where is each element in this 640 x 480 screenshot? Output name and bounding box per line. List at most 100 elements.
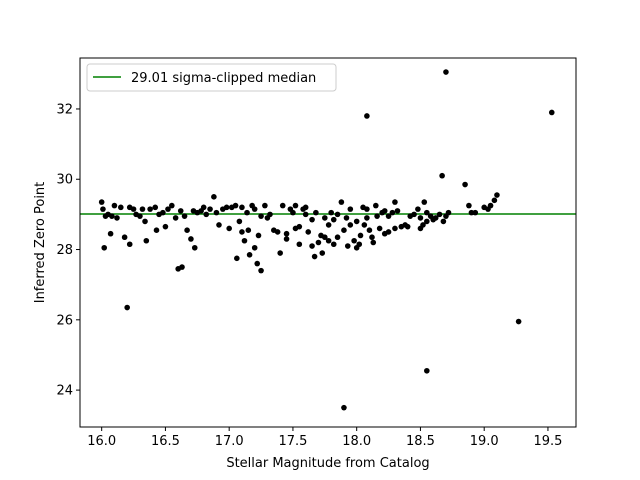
data-point <box>417 215 424 221</box>
data-point <box>364 113 370 119</box>
data-point <box>246 252 253 258</box>
x-axis-ticks: 16.0 16.5 17.0 17.5 18.0 18.5 19.0 19.5 <box>87 427 562 449</box>
data-point <box>439 172 445 179</box>
data-point <box>357 232 364 239</box>
data-point <box>223 204 230 211</box>
data-point <box>330 241 337 248</box>
x-tick-label: 19.5 <box>533 434 562 449</box>
legend-label: 29.01 sigma-clipped median <box>131 71 316 86</box>
data-point <box>262 202 268 209</box>
data-point <box>494 192 500 198</box>
data-point <box>322 234 328 241</box>
data-point <box>114 215 120 221</box>
data-point <box>376 225 383 232</box>
data-point <box>251 244 258 251</box>
data-point <box>236 218 243 225</box>
data-point <box>370 239 377 246</box>
data-point <box>351 237 357 244</box>
legend: 29.01 sigma-clipped median <box>86 63 337 92</box>
data-point <box>487 202 494 209</box>
data-point <box>211 194 217 200</box>
data-point <box>216 222 222 228</box>
data-point <box>411 211 417 218</box>
data-point <box>251 206 258 212</box>
data-point <box>385 229 392 235</box>
data-point <box>394 208 401 214</box>
data-point <box>277 250 283 256</box>
data-point <box>322 215 328 221</box>
data-point <box>468 209 475 216</box>
data-point <box>491 197 498 204</box>
data-point <box>258 213 264 219</box>
x-tick-label: 18.5 <box>406 434 435 449</box>
data-point <box>421 199 428 205</box>
data-point <box>364 206 370 212</box>
data-point <box>325 222 332 228</box>
y-axis-ticks: 24 26 28 30 32 <box>56 102 80 399</box>
data-point <box>313 209 319 216</box>
data-point <box>373 202 379 209</box>
data-point <box>440 218 447 225</box>
data-point <box>364 215 370 221</box>
data-point <box>245 227 252 233</box>
data-point <box>147 206 153 212</box>
y-tick-label: 28 <box>56 243 73 258</box>
data-point <box>415 206 421 212</box>
data-point <box>283 230 290 237</box>
data-point <box>165 206 171 212</box>
legend-box <box>86 63 337 92</box>
data-point <box>432 215 439 221</box>
data-point <box>445 209 452 216</box>
data-point <box>213 209 220 216</box>
data-point <box>385 213 392 219</box>
data-point <box>188 236 194 242</box>
data-point <box>98 199 105 205</box>
data-point <box>319 250 326 256</box>
data-point <box>191 244 198 251</box>
data-point <box>124 304 130 311</box>
data-point <box>207 206 213 212</box>
data-point <box>152 204 159 211</box>
data-point <box>274 229 281 235</box>
data-point <box>239 204 245 211</box>
data-point <box>279 202 286 209</box>
data-point <box>296 223 303 230</box>
x-tick-label: 19.0 <box>470 434 499 449</box>
y-tick-label: 24 <box>56 384 73 399</box>
data-point <box>121 234 128 241</box>
data-point <box>139 206 146 212</box>
data-point <box>302 204 309 211</box>
data-point <box>181 213 188 219</box>
data-point <box>436 211 443 218</box>
data-point <box>548 109 555 116</box>
data-point <box>241 237 248 244</box>
data-point <box>347 206 354 212</box>
x-axis-label: Stellar Magnitude from Catalog <box>226 456 429 471</box>
data-point <box>302 211 309 218</box>
data-point <box>100 206 106 212</box>
data-point <box>290 209 296 216</box>
data-point <box>338 199 345 205</box>
data-point <box>162 223 169 230</box>
x-tick-label: 16.0 <box>87 434 116 449</box>
data-point <box>347 222 354 228</box>
data-point <box>315 239 322 246</box>
data-point <box>369 234 375 241</box>
data-point <box>305 229 312 235</box>
data-point <box>169 202 175 209</box>
data-point <box>258 267 264 274</box>
x-tick-label: 17.5 <box>278 434 307 449</box>
data-point <box>424 209 430 216</box>
x-tick-label: 16.5 <box>151 434 180 449</box>
data-point <box>296 241 303 248</box>
data-point <box>424 367 430 374</box>
data-point <box>130 206 137 212</box>
y-tick-label: 30 <box>56 173 73 188</box>
data-point <box>361 222 368 228</box>
data-point <box>200 204 207 211</box>
data-point <box>341 404 347 411</box>
data-point <box>330 216 337 223</box>
data-point <box>142 218 148 225</box>
data-point <box>420 222 426 228</box>
data-point <box>424 218 430 225</box>
